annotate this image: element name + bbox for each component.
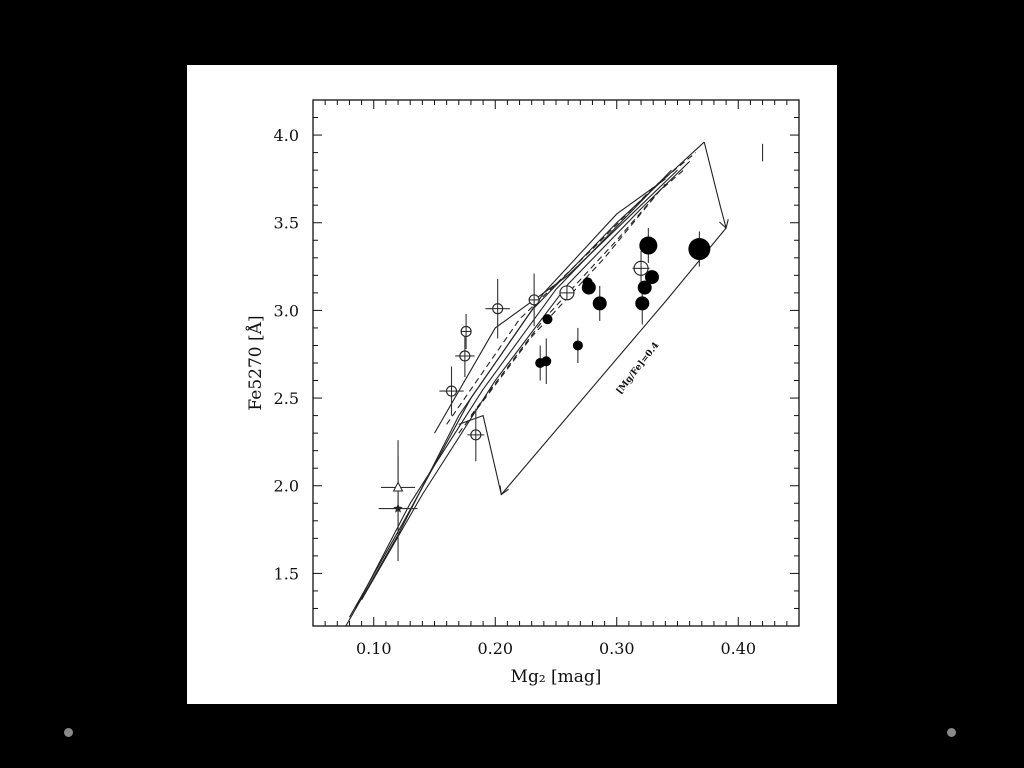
x-tick-label: 0.10 [356,639,392,658]
filled-data-point [581,280,596,295]
figure-panel: 0.10 0.20 0.30 0.40 1.5 2.0 2.5 3.0 3.5 4.0 Mg₂ [m… [187,65,837,704]
filled-data-point [639,236,658,255]
model-line [458,414,502,495]
y-axis-label: Fe5270 [Å] [245,315,266,410]
model-line [434,169,678,434]
model-line [446,152,697,425]
x-tick-label: 0.30 [599,639,635,658]
y-tick-label: 4.0 [274,126,299,145]
scatter-plot: 0.10 0.20 0.30 0.40 1.5 2.0 2.5 3.0 3.5 4.0 Mg₂ [m… [245,99,800,687]
model-line [348,178,666,618]
y-tick-label: 2.5 [274,389,299,408]
filled-data-point [637,280,652,295]
x-axis-label: Mg₂ [mag] [511,667,602,687]
filled-data-point [542,314,553,325]
triangle-data-point [392,481,404,492]
filled-data-point [688,238,711,261]
track-arrowhead [499,485,509,496]
plot-frame [312,99,800,627]
filled-data-point [635,296,650,311]
star-data-point [393,503,403,513]
model-line [458,169,684,434]
model-line [345,141,705,627]
model-line [361,160,691,600]
model-line [500,227,727,495]
filled-data-point [572,340,583,351]
filled-data-point [592,296,607,311]
y-tick-label: 3.0 [274,301,299,320]
y-tick-label: 3.5 [274,214,299,233]
x-tick-label: 0.40 [720,639,756,658]
model-line [470,183,666,416]
ratio-annotation: [Mg/Fe]=0.4 [615,341,662,397]
y-tick-label: 1.5 [274,564,299,583]
y-tick-label: 2.0 [274,477,299,496]
track-arrowhead [719,219,729,230]
filled-data-point [644,270,659,285]
filled-data-point [541,356,552,367]
model-line [703,141,727,229]
previous-slide-dot[interactable] [64,728,73,737]
model-line [355,169,672,609]
next-slide-dot[interactable] [947,728,956,737]
x-tick-label: 0.20 [477,639,513,658]
